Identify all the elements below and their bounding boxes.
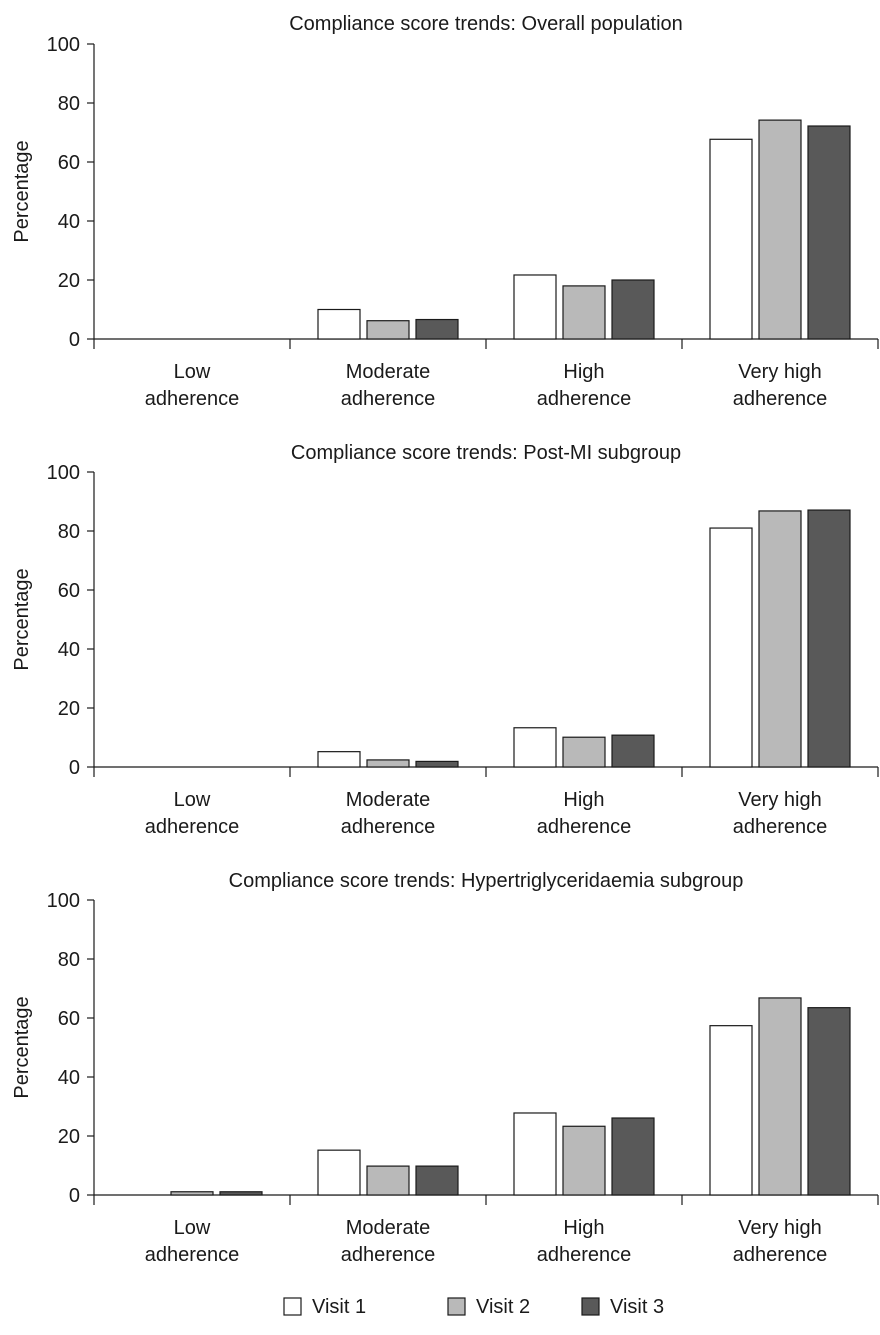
x-category-label: adherence — [733, 816, 828, 838]
bar-visit-2 — [366, 1165, 410, 1196]
bar-visit-3 — [415, 1165, 459, 1196]
bar-visit-2 — [562, 285, 606, 340]
bar-visit-2 — [758, 997, 802, 1196]
bar-visit-3 — [415, 318, 459, 340]
y-axis-label: Percentage — [11, 568, 33, 670]
bar-visit-1 — [709, 138, 753, 340]
x-category-label: Low — [174, 361, 211, 383]
legend-label: Visit 3 — [610, 1296, 664, 1318]
y-tick-label: 20 — [58, 698, 80, 720]
x-category-label: Very high — [738, 789, 821, 811]
x-category-label: Moderate — [346, 1217, 431, 1239]
bar-visit-2 — [562, 736, 606, 768]
bar-visit-2 — [366, 320, 410, 340]
chart-title: Compliance score trends: Overall populat… — [289, 13, 683, 35]
x-category-label: adherence — [733, 388, 828, 410]
bar-visit-1 — [513, 727, 557, 768]
bar-visit-2 — [758, 510, 802, 768]
bar-visit-1 — [709, 1025, 753, 1196]
y-tick-label: 100 — [47, 34, 80, 56]
x-category-label: adherence — [341, 388, 436, 410]
x-category-label: High — [563, 361, 604, 383]
bar-visit-1 — [317, 1149, 361, 1196]
y-tick-label: 60 — [58, 580, 80, 602]
x-category-label: Moderate — [346, 361, 431, 383]
y-tick-label: 20 — [58, 270, 80, 292]
x-category-label: Very high — [738, 1217, 821, 1239]
x-category-label: adherence — [145, 816, 240, 838]
x-category-label: Low — [174, 789, 211, 811]
chart-title: Compliance score trends: Post-MI subgrou… — [291, 442, 681, 464]
y-tick-label: 20 — [58, 1126, 80, 1148]
x-category-label: adherence — [733, 1244, 828, 1266]
x-category-label: adherence — [341, 816, 436, 838]
x-category-label: adherence — [537, 816, 632, 838]
bar-visit-1 — [317, 308, 361, 340]
legend-swatch — [581, 1297, 600, 1316]
y-tick-label: 0 — [69, 1185, 80, 1207]
y-tick-label: 100 — [47, 890, 80, 912]
y-tick-label: 60 — [58, 1008, 80, 1030]
bar-visit-2 — [366, 759, 410, 768]
x-category-label: adherence — [145, 1244, 240, 1266]
chart-title: Compliance score trends: Hypertriglyceri… — [229, 870, 744, 892]
x-category-label: Moderate — [346, 789, 431, 811]
bar-visit-3 — [807, 125, 851, 340]
x-category-label: adherence — [537, 1244, 632, 1266]
bar-visit-1 — [317, 751, 361, 768]
x-category-label: Very high — [738, 361, 821, 383]
bar-visit-3 — [807, 1007, 851, 1196]
legend-label: Visit 2 — [476, 1296, 530, 1318]
x-category-label: adherence — [145, 388, 240, 410]
y-tick-label: 40 — [58, 1067, 80, 1089]
y-tick-label: 80 — [58, 521, 80, 543]
bar-visit-3 — [807, 509, 851, 768]
bar-visit-3 — [611, 279, 655, 340]
y-axis-label: Percentage — [11, 140, 33, 242]
bar-visit-3 — [415, 760, 459, 768]
y-tick-label: 80 — [58, 949, 80, 971]
y-axis-label: Percentage — [11, 996, 33, 1098]
legend-swatch — [447, 1297, 466, 1316]
y-tick-label: 80 — [58, 93, 80, 115]
bar-visit-1 — [513, 1112, 557, 1196]
legend-swatch — [283, 1297, 302, 1316]
x-category-label: adherence — [537, 388, 632, 410]
x-category-label: Low — [174, 1217, 211, 1239]
bar-visit-1 — [709, 527, 753, 768]
y-tick-label: 100 — [47, 462, 80, 484]
bar-visit-2 — [170, 1191, 214, 1196]
bar-visit-3 — [611, 1117, 655, 1196]
x-category-label: adherence — [341, 1244, 436, 1266]
y-tick-label: 60 — [58, 152, 80, 174]
y-tick-label: 40 — [58, 639, 80, 661]
bar-visit-2 — [562, 1125, 606, 1196]
bar-visit-2 — [758, 119, 802, 340]
y-tick-label: 0 — [69, 757, 80, 779]
bar-visit-1 — [513, 274, 557, 340]
x-category-label: High — [563, 1217, 604, 1239]
bar-visit-3 — [611, 734, 655, 768]
bar-visit-3 — [219, 1191, 263, 1196]
y-tick-label: 0 — [69, 329, 80, 351]
y-tick-label: 40 — [58, 211, 80, 233]
x-category-label: High — [563, 789, 604, 811]
legend-label: Visit 1 — [312, 1296, 366, 1318]
